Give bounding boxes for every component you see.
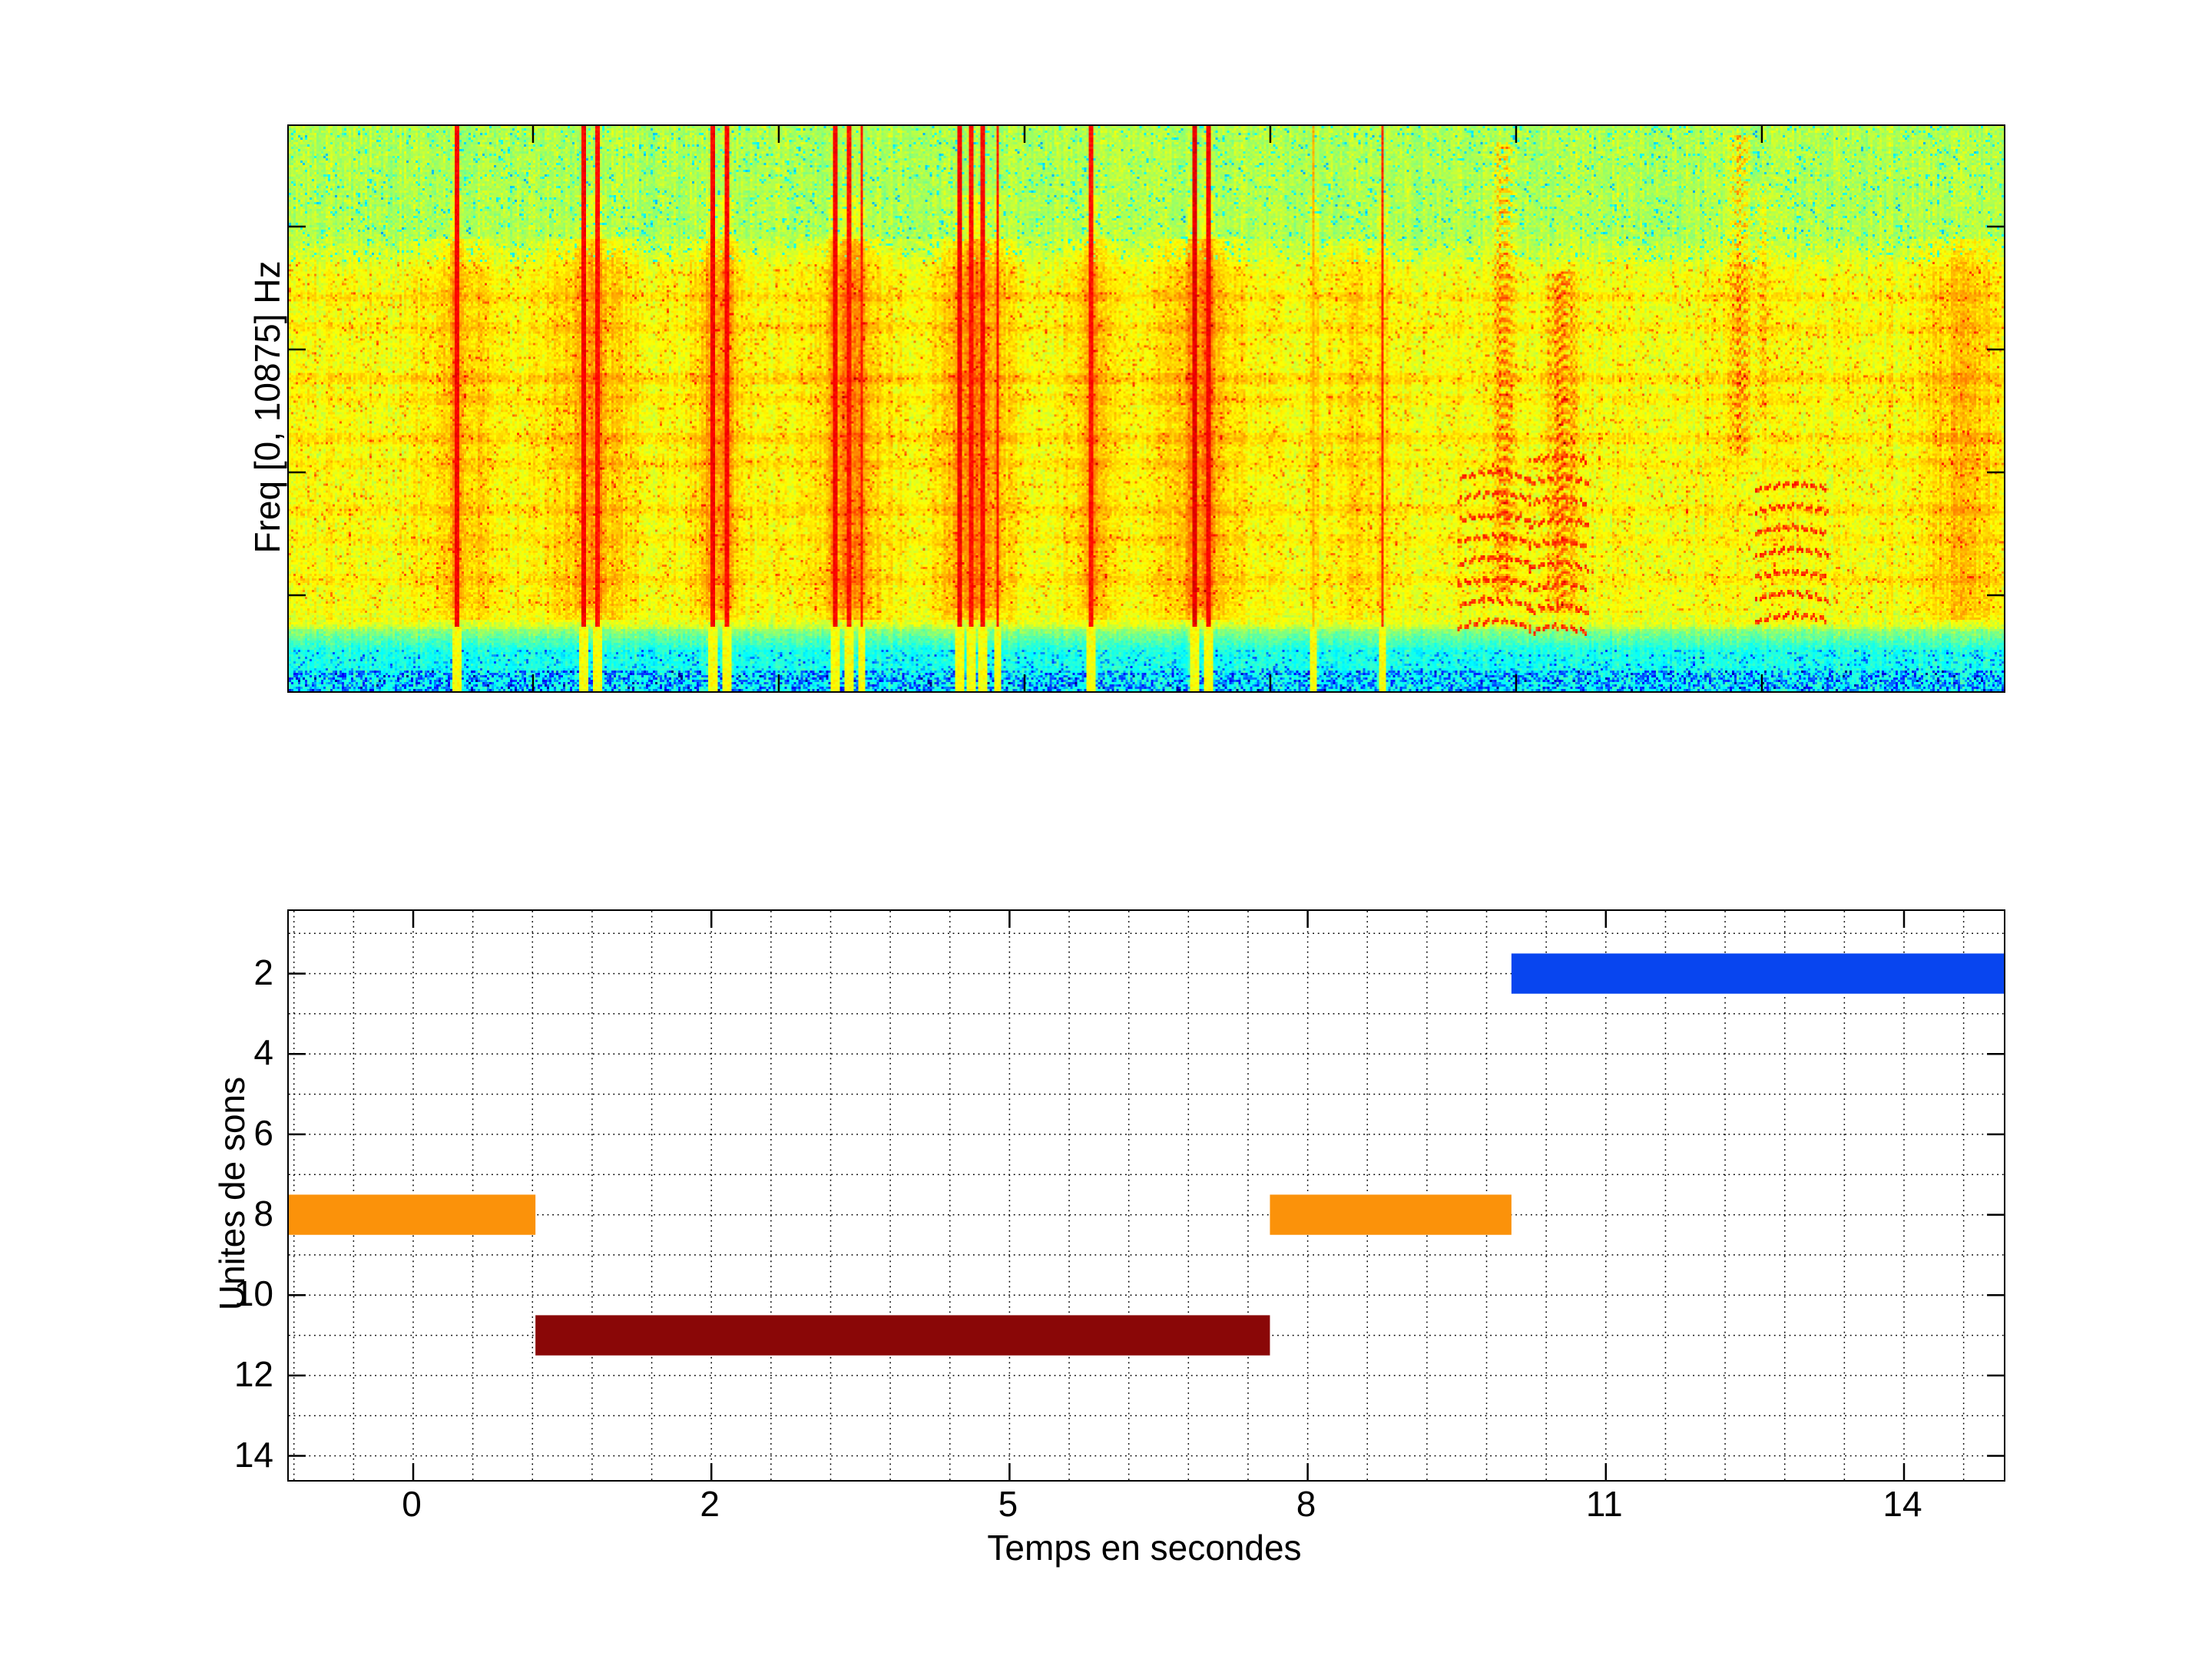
- y-tick-label: 2: [253, 952, 273, 992]
- sound-units-plot: [289, 911, 2004, 1480]
- x-tick-label: 2: [700, 1484, 720, 1524]
- sound-units-axes: [287, 909, 2005, 1482]
- x-tick-label: 8: [1296, 1484, 1316, 1524]
- y-tick-label: 8: [253, 1193, 273, 1233]
- sound-unit-11: [535, 1315, 1270, 1356]
- spectrogram-image: [289, 126, 2004, 691]
- sound-unit-8-b: [1270, 1194, 1512, 1235]
- y-tick-label: 10: [233, 1273, 273, 1314]
- spectrogram-tick-marks: [289, 126, 2004, 691]
- time-axis-label: Temps en secondes: [987, 1528, 1302, 1568]
- y-tick-label: 4: [253, 1032, 273, 1073]
- spectrogram-ylabel: Freq [0, 10875] Hz: [247, 260, 287, 554]
- y-tick-label: 6: [253, 1112, 273, 1153]
- y-tick-label: 12: [233, 1353, 273, 1394]
- x-tick-label: 11: [1585, 1484, 1623, 1524]
- x-tick-label: 14: [1883, 1484, 1922, 1524]
- x-tick-label: 5: [998, 1484, 1018, 1524]
- sound-unit-2: [1511, 953, 2004, 994]
- y-tick-label: 14: [233, 1434, 273, 1475]
- sound-unit-8-a: [289, 1194, 536, 1235]
- x-tick-label: 0: [402, 1484, 422, 1524]
- spectrogram-axes: [287, 124, 2005, 693]
